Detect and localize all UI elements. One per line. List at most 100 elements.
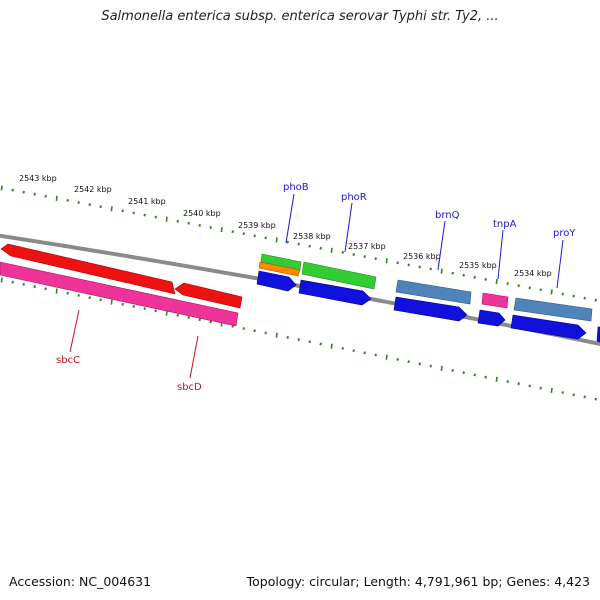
inner-tick xyxy=(363,351,366,355)
outer-tick xyxy=(132,211,135,215)
inner-tick xyxy=(341,346,344,350)
inner-tick xyxy=(462,371,465,375)
outer-tick xyxy=(176,219,179,223)
feature-sbcD-red[interactable] xyxy=(174,282,243,309)
feature-proY-steelblue[interactable] xyxy=(513,297,593,322)
inner-tick xyxy=(154,309,157,313)
outer-tick xyxy=(440,268,443,274)
inner-tick xyxy=(539,386,542,390)
inner-tick xyxy=(121,302,124,306)
inner-tick xyxy=(308,340,311,344)
outer-tick xyxy=(528,286,531,290)
scale-label-2542: 2542 kbp xyxy=(74,185,112,194)
gene-label-phoR[interactable]: phoR xyxy=(341,192,367,203)
outer-tick xyxy=(154,215,157,219)
inner-tick xyxy=(429,364,432,368)
inner-tick xyxy=(286,335,289,339)
scale-label-2543: 2543 kbp xyxy=(19,174,57,183)
feature-tnpA-pink[interactable] xyxy=(481,292,509,309)
outer-tick xyxy=(264,236,267,240)
outer-tick xyxy=(11,188,14,192)
outer-tick xyxy=(341,250,344,254)
outer-tick xyxy=(319,246,322,250)
leader-phoR xyxy=(344,202,353,253)
outer-tick xyxy=(462,273,465,277)
outer-tick xyxy=(297,242,300,246)
inner-tick xyxy=(33,285,36,289)
outer-tick xyxy=(253,234,256,238)
inner-tick-ring xyxy=(0,277,597,401)
feature-phoB-blue[interactable] xyxy=(256,270,297,292)
outer-tick-ring xyxy=(0,185,597,302)
outer-tick xyxy=(352,253,355,256)
feature-phoR-blue[interactable] xyxy=(298,279,372,306)
inner-tick xyxy=(594,397,597,401)
feature-phoR-green[interactable] xyxy=(301,261,377,290)
inner-tick xyxy=(297,338,300,342)
inner-tick xyxy=(55,288,58,294)
outer-tick xyxy=(506,282,509,286)
inner-tick xyxy=(407,360,410,364)
outer-tick xyxy=(66,199,69,202)
outer-tick xyxy=(55,195,58,201)
inner-tick xyxy=(99,298,102,302)
inner-tick xyxy=(385,354,388,360)
inner-tick xyxy=(209,320,212,324)
feature-brnQ-blue[interactable] xyxy=(393,296,468,322)
inner-tick xyxy=(143,307,146,311)
outer-tick xyxy=(22,190,25,194)
inner-tick xyxy=(66,291,69,295)
inner-tick xyxy=(198,318,201,322)
leader-sbcD xyxy=(189,335,199,379)
feature-edge-blue[interactable] xyxy=(596,326,600,343)
inner-tick xyxy=(440,365,443,371)
gene-label-proY[interactable]: proY xyxy=(553,228,576,239)
inner-tick xyxy=(110,299,113,305)
gene-label-sbcD[interactable]: sbcD xyxy=(177,382,202,393)
outer-tick xyxy=(209,226,212,229)
inner-tick xyxy=(88,296,91,300)
scale-label-2537: 2537 kbp xyxy=(348,242,386,251)
inner-tick xyxy=(44,287,47,291)
inner-tick xyxy=(275,332,278,338)
outer-tick xyxy=(539,288,542,292)
outer-tick xyxy=(407,263,410,267)
outer-tick xyxy=(374,257,377,261)
outer-tick xyxy=(484,278,487,281)
topology-text: Topology: circular; Length: 4,791,961 bp… xyxy=(246,574,590,589)
outer-tick xyxy=(0,185,3,191)
feature-brnQ-steelblue[interactable] xyxy=(395,279,472,305)
scale-label-2539: 2539 kbp xyxy=(238,221,276,230)
outer-tick xyxy=(143,213,146,217)
inner-tick xyxy=(187,316,190,319)
inner-tick xyxy=(473,373,476,377)
inner-tick xyxy=(330,343,333,349)
accession-text: Accession: NC_004631 xyxy=(9,574,152,589)
feature-phoB-orange[interactable] xyxy=(258,261,301,277)
leader-phoB xyxy=(285,193,295,244)
inner-tick xyxy=(77,294,80,297)
gene-label-sbcC[interactable]: sbcC xyxy=(56,355,80,366)
feature-sbcC-pink[interactable] xyxy=(0,261,239,327)
inner-tick xyxy=(176,313,179,317)
gene-label-brnQ[interactable]: brnQ xyxy=(435,210,460,221)
outer-tick xyxy=(495,278,498,285)
inner-tick xyxy=(165,310,168,316)
inner-tick xyxy=(484,375,487,379)
inner-tick xyxy=(352,349,355,353)
outer-tick xyxy=(77,201,80,204)
leader-proY xyxy=(556,239,564,289)
outer-tick xyxy=(473,275,476,279)
inner-tick xyxy=(253,329,256,333)
gene-label-phoB[interactable]: phoB xyxy=(283,182,309,193)
feature-tnpA-blue[interactable] xyxy=(477,309,506,327)
inner-tick xyxy=(319,342,322,346)
inner-tick xyxy=(418,362,421,366)
feature-proY-blue[interactable] xyxy=(510,314,587,340)
outer-tick xyxy=(429,267,432,271)
outer-tick xyxy=(121,209,124,213)
outer-tick xyxy=(385,258,388,264)
feature-sbcC-red[interactable] xyxy=(0,243,176,295)
inner-tick xyxy=(396,358,399,361)
gene-label-tnpA[interactable]: tnpA xyxy=(493,219,517,230)
